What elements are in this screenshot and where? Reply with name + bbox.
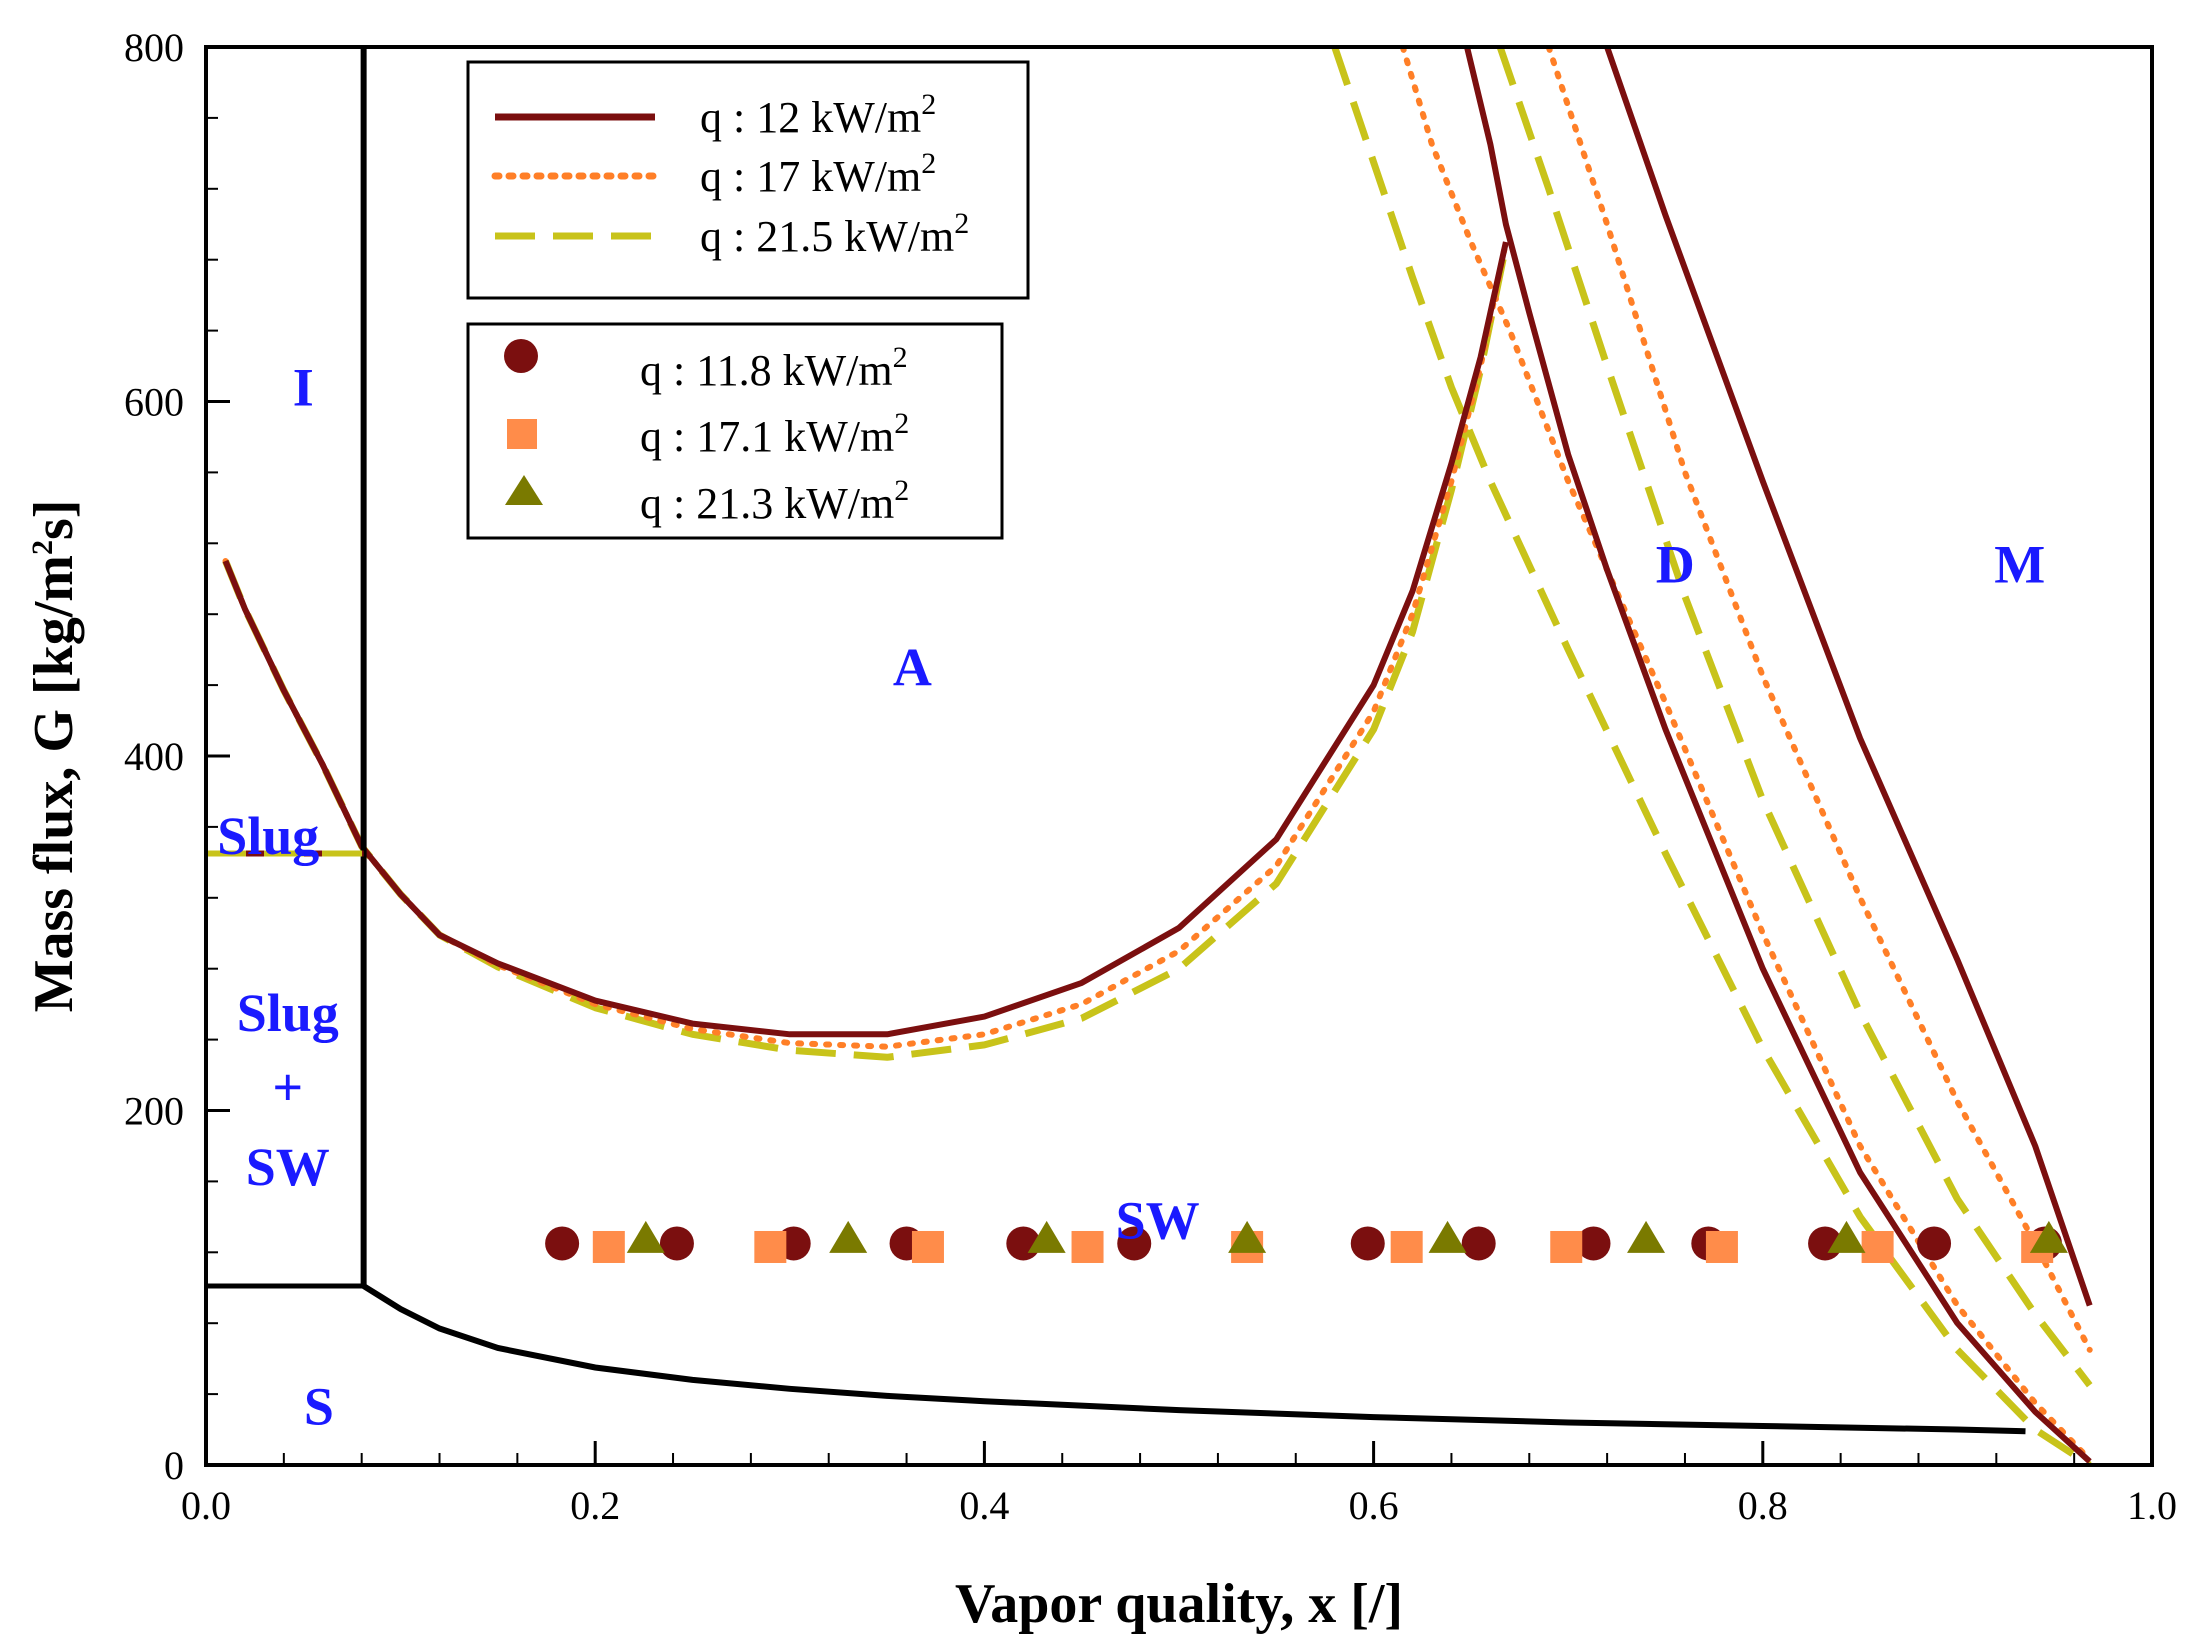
legend-marker-circle: [504, 339, 538, 373]
legend-label-exp-circle-text: q : 11.8 kW/m: [640, 346, 893, 395]
region-label: Slug: [237, 983, 339, 1043]
legend-label-exp-circle: q : 11.8 kW/m2: [640, 341, 908, 395]
model-curves: [222, 47, 2093, 1465]
data-point-square: [911, 1230, 944, 1263]
legend-label-q21: q : 21.5 kW/m2: [700, 207, 969, 261]
y-tick-label: 0: [164, 1443, 184, 1488]
legend-label-exp-square-text: q : 17.1 kW/m: [640, 412, 894, 461]
data-point-triangle: [626, 1220, 665, 1253]
region-label: M: [1994, 535, 2045, 595]
y-tick-label: 200: [124, 1089, 184, 1134]
region-label: +: [272, 1057, 303, 1117]
plot-frame: [204, 45, 2154, 1467]
legend-label-exp-square-sup: 2: [894, 407, 909, 440]
data-point-circle: [659, 1226, 694, 1261]
model-curve-q21: [1496, 47, 2093, 1388]
region-labels: I A D M Slug Slug + SW SW S: [217, 357, 2045, 1436]
experimental-points: [545, 1220, 2068, 1263]
legend-label-exp-triangle-text: q : 21.3 kW/m: [640, 479, 894, 528]
data-point-circle: [545, 1226, 580, 1261]
model-curve-q12: [222, 241, 1509, 1038]
data-point-triangle: [2029, 1220, 2068, 1253]
data-point-triangle: [1228, 1220, 1267, 1253]
x-tick-label: 0.6: [1349, 1483, 1399, 1528]
y-tick-label: 800: [124, 25, 184, 70]
legend-label-exp-circle-sup: 2: [893, 341, 908, 374]
legend-label-q17: q : 17 kW/m2: [700, 147, 936, 201]
x-tick-label: 0.2: [570, 1483, 620, 1528]
data-point-circle: [1917, 1226, 1952, 1261]
legend-label-q17-text: q : 17 kW/m: [700, 152, 921, 201]
region-label: A: [893, 637, 932, 697]
x-tick-label: 0.4: [959, 1483, 1009, 1528]
experimental-legend: q : 11.8 kW/m2 q : 17.1 kW/m2 q : 21.3 k…: [466, 322, 1004, 540]
data-point-triangle: [1827, 1220, 1866, 1253]
region-label: D: [1656, 535, 1695, 595]
stratified-boundary-curve: [362, 1283, 2026, 1435]
model-legend-box: [466, 60, 1030, 300]
data-point-square: [592, 1230, 625, 1263]
model-curve-q12: [1604, 47, 2093, 1307]
legend-label-q21-sup: 2: [954, 207, 969, 240]
data-point-square: [754, 1230, 787, 1263]
region-label: Slug: [217, 806, 319, 866]
region-label: SW: [246, 1137, 330, 1197]
region-label: S: [304, 1377, 334, 1437]
x-tick-label: 1.0: [2127, 1483, 2177, 1528]
y-tick-label: 600: [124, 380, 184, 425]
y-axis-title-sup: 2: [26, 540, 59, 555]
data-point-circle: [1576, 1226, 1611, 1261]
legend-marker-square: [507, 419, 537, 449]
transition-boundaries: [206, 47, 2026, 1435]
model-legend: q : 12 kW/m2 q : 17 kW/m2 q : 21.5 kW/m2: [466, 60, 1030, 300]
legend-label-q12-text: q : 12 kW/m: [700, 93, 921, 142]
legend-label-q21-text: q : 21.5 kW/m: [700, 212, 954, 261]
data-point-triangle: [1428, 1220, 1467, 1253]
tick-labels: 0.0 0.2 0.4 0.6 0.8 1.0 0 200 400 600 800: [124, 25, 2177, 1528]
legend-label-exp-square: q : 17.1 kW/m2: [640, 407, 909, 461]
model-curve-q12: [1464, 47, 2092, 1464]
x-tick-label: 0.0: [181, 1483, 231, 1528]
region-label: SW: [1116, 1190, 1200, 1250]
model-curve-q17: [1545, 47, 2093, 1353]
experimental-legend-box: [466, 322, 1004, 540]
y-axis-title-tail: s]: [23, 500, 85, 540]
data-point-square: [1861, 1230, 1894, 1263]
legend-label-q17-sup: 2: [921, 147, 936, 180]
data-point-square: [1071, 1230, 1104, 1263]
data-point-square: [1705, 1230, 1738, 1263]
y-axis-title-main: Mass flux, G [kg/m: [23, 555, 85, 1012]
model-curve-q21: [1331, 47, 2092, 1465]
data-point-circle: [1461, 1226, 1496, 1261]
data-point-circle: [1350, 1226, 1385, 1261]
x-axis-title: Vapor quality, x [/]: [955, 1573, 1403, 1635]
model-curve-q17: [1399, 47, 2093, 1463]
data-point-triangle: [1027, 1220, 1066, 1253]
data-point-triangle: [1627, 1220, 1666, 1253]
y-axis-title: Mass flux, G [kg/m2s]: [23, 500, 85, 1013]
data-point-circle: [1117, 1226, 1152, 1261]
legend-label-q12-sup: 2: [921, 88, 936, 121]
legend-label-exp-triangle-sup: 2: [894, 474, 909, 507]
y-tick-label: 400: [124, 734, 184, 779]
region-label: I: [293, 357, 314, 417]
legend-label-q12: q : 12 kW/m2: [700, 88, 936, 142]
data-point-triangle: [829, 1220, 868, 1253]
x-tick-label: 0.8: [1738, 1483, 1788, 1528]
legend-label-exp-triangle: q : 21.3 kW/m2: [640, 474, 909, 528]
legend-marker-triangle: [505, 475, 543, 505]
data-point-square: [1550, 1230, 1583, 1263]
data-point-square: [1390, 1230, 1423, 1263]
